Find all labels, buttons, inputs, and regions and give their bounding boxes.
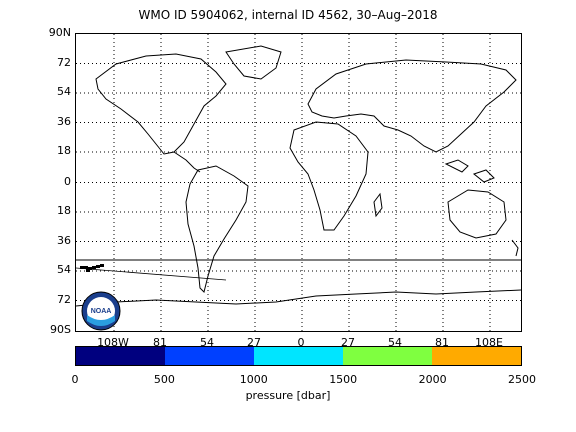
longitude-label: 108W bbox=[97, 336, 129, 349]
latitude-label: 54 bbox=[57, 85, 71, 98]
map-title: WMO ID 5904062, internal ID 4562, 30–Aug… bbox=[138, 8, 438, 22]
pressure-colorbar bbox=[75, 346, 522, 366]
latitude-label: 18 bbox=[57, 204, 71, 217]
colorbar-segment bbox=[254, 347, 343, 365]
colorbar-tick-label: 2000 bbox=[418, 373, 447, 386]
float-markers bbox=[80, 264, 104, 272]
longitude-label: 81 bbox=[435, 336, 449, 349]
float-position-marker bbox=[88, 267, 92, 270]
world-map bbox=[75, 34, 522, 331]
colorbar-segment bbox=[165, 347, 254, 365]
latitude-label: 54 bbox=[57, 263, 71, 276]
longitude-label: 0 bbox=[297, 336, 305, 349]
colorbar-tick-label: 1500 bbox=[329, 373, 358, 386]
coastlines bbox=[75, 45, 522, 307]
longitude-label: 81 bbox=[153, 336, 167, 349]
longitude-label: 54 bbox=[388, 336, 402, 349]
colorbar-tick-label: 500 bbox=[153, 373, 175, 386]
longitude-label: 27 bbox=[247, 336, 261, 349]
graticule bbox=[76, 34, 521, 331]
noaa-logo: NOAA bbox=[81, 291, 121, 331]
colorbar-segment bbox=[76, 347, 165, 365]
float-position-marker bbox=[92, 266, 96, 269]
float-track-line bbox=[75, 267, 227, 281]
colorbar-segment bbox=[343, 347, 432, 365]
float-position-marker bbox=[86, 269, 90, 272]
latitude-label: 36 bbox=[57, 233, 71, 247]
colorbar-segment bbox=[432, 347, 521, 365]
colorbar-tick-label: 2500 bbox=[508, 373, 536, 386]
float-position-marker bbox=[80, 266, 84, 269]
latitude-label: 18 bbox=[57, 144, 71, 157]
float-position-marker bbox=[100, 264, 104, 267]
latitude-label: 36 bbox=[57, 114, 71, 128]
longitude-label: 108E bbox=[475, 336, 503, 349]
noaa-logo-text: NOAA bbox=[91, 308, 112, 315]
colorbar-label: pressure [dbar] bbox=[245, 389, 331, 402]
colorbar-tick-label: 0 bbox=[71, 373, 79, 386]
float-position-marker bbox=[96, 265, 100, 268]
longitude-label: 27 bbox=[341, 336, 355, 349]
map-panel bbox=[75, 33, 522, 332]
longitude-label: 54 bbox=[200, 336, 214, 349]
colorbar-tick-label: 1000 bbox=[239, 373, 268, 386]
latitude-label: 72 bbox=[57, 55, 71, 69]
latitude-label: 72 bbox=[57, 292, 71, 306]
latitude-label: 0 bbox=[64, 174, 71, 188]
latitude-label: 90S bbox=[50, 323, 71, 336]
latitude-label: 90N bbox=[48, 26, 71, 39]
float-position-marker bbox=[84, 266, 88, 269]
